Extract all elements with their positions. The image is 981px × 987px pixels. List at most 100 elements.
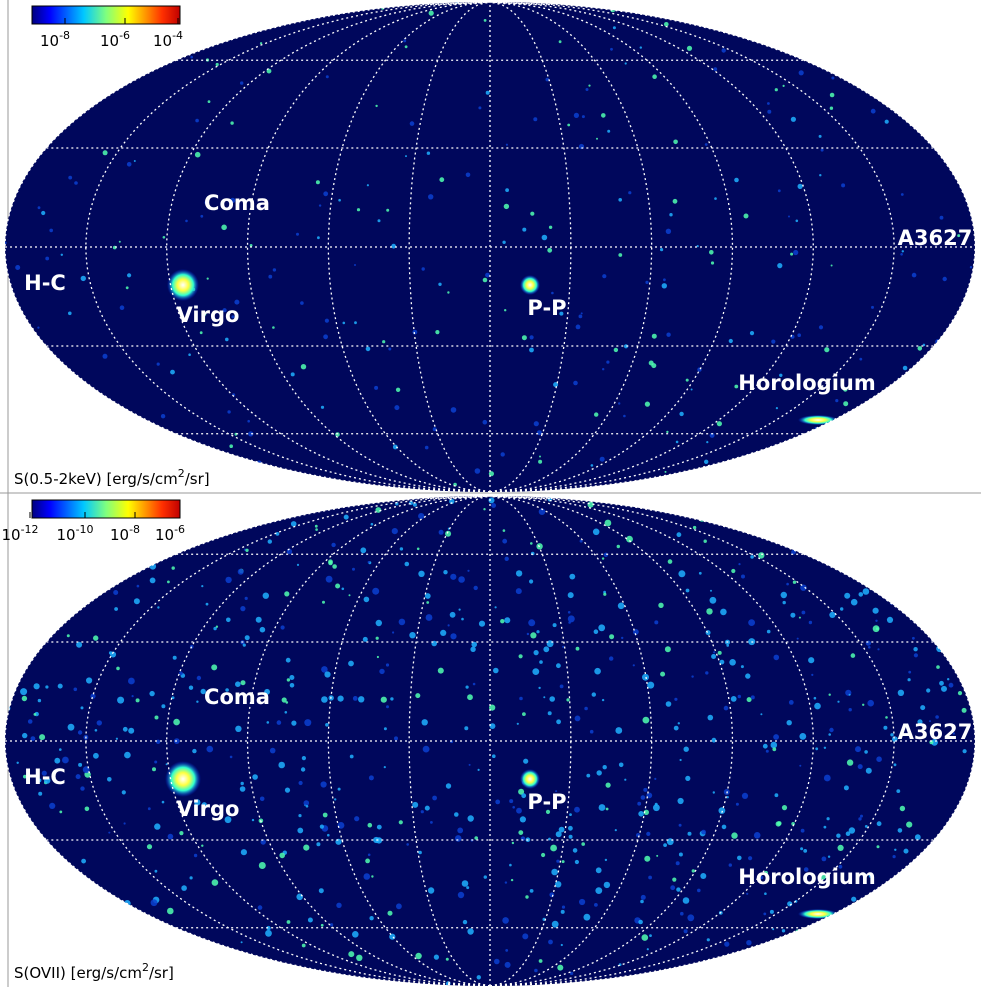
source [529,579,533,583]
source [502,241,505,244]
source [803,849,807,853]
source [290,683,295,688]
source [321,406,324,409]
source [153,26,157,30]
source [23,850,30,857]
source [371,875,373,877]
source [798,38,801,41]
source [652,74,657,79]
source [391,244,396,249]
source [495,800,500,805]
source [418,571,424,577]
source [858,764,863,769]
source [665,471,667,473]
source [806,504,811,509]
source [530,212,534,216]
source [191,966,196,971]
source [940,216,944,220]
source [136,698,140,702]
source [467,928,473,934]
source [829,728,833,732]
source [235,726,241,732]
source [569,574,575,580]
source [673,140,678,145]
source [965,555,970,560]
source [566,698,569,701]
source [152,767,156,771]
source [37,587,40,590]
source [941,511,945,515]
source [423,746,430,753]
source [679,853,683,857]
source [512,842,514,844]
source [782,805,787,810]
source [85,562,89,566]
source [105,451,109,455]
source [365,859,370,864]
source [245,635,250,640]
source [668,559,673,564]
source [786,536,793,543]
source [586,88,589,91]
source [833,8,835,10]
source [790,253,793,256]
source [713,67,717,71]
source [871,306,874,309]
tick-exponent: -6 [119,29,130,42]
source [593,529,600,536]
source [477,975,481,979]
source [33,943,35,945]
source [605,859,607,861]
source [518,830,523,835]
source [272,326,275,329]
source [12,504,16,508]
source [392,528,398,534]
source [927,629,929,631]
source [245,549,248,552]
source [638,811,644,817]
source [906,822,912,828]
source [200,331,203,334]
source [807,953,812,958]
source [543,696,545,698]
source [766,750,769,753]
source [844,593,850,599]
source [539,660,543,664]
source [493,668,499,674]
source [154,823,160,829]
source [969,846,972,849]
source [38,699,41,702]
panel: 10-810-610-4ComaH-CVirgoP-PA3627Horologi… [4,0,975,495]
source [947,678,949,680]
source [710,590,712,592]
source [549,696,555,702]
source [837,701,839,703]
source [901,193,904,196]
source [819,174,821,176]
source [439,177,444,182]
source [428,194,433,199]
source [606,808,609,811]
source [326,75,329,78]
source [258,905,263,910]
source [870,980,875,985]
source [711,0,715,4]
source [693,526,696,529]
source [894,763,897,766]
source [894,64,898,68]
tick-base: 10 [100,32,119,50]
source [190,56,193,59]
source [128,728,134,734]
source [717,421,722,426]
source [301,364,306,369]
source [443,570,447,574]
source [708,715,714,721]
source [864,750,868,754]
tick-exponent: -10 [76,523,94,536]
source [455,835,462,842]
source [819,135,822,138]
source [829,694,831,696]
source [336,903,341,908]
source [154,761,157,764]
source [386,705,389,708]
